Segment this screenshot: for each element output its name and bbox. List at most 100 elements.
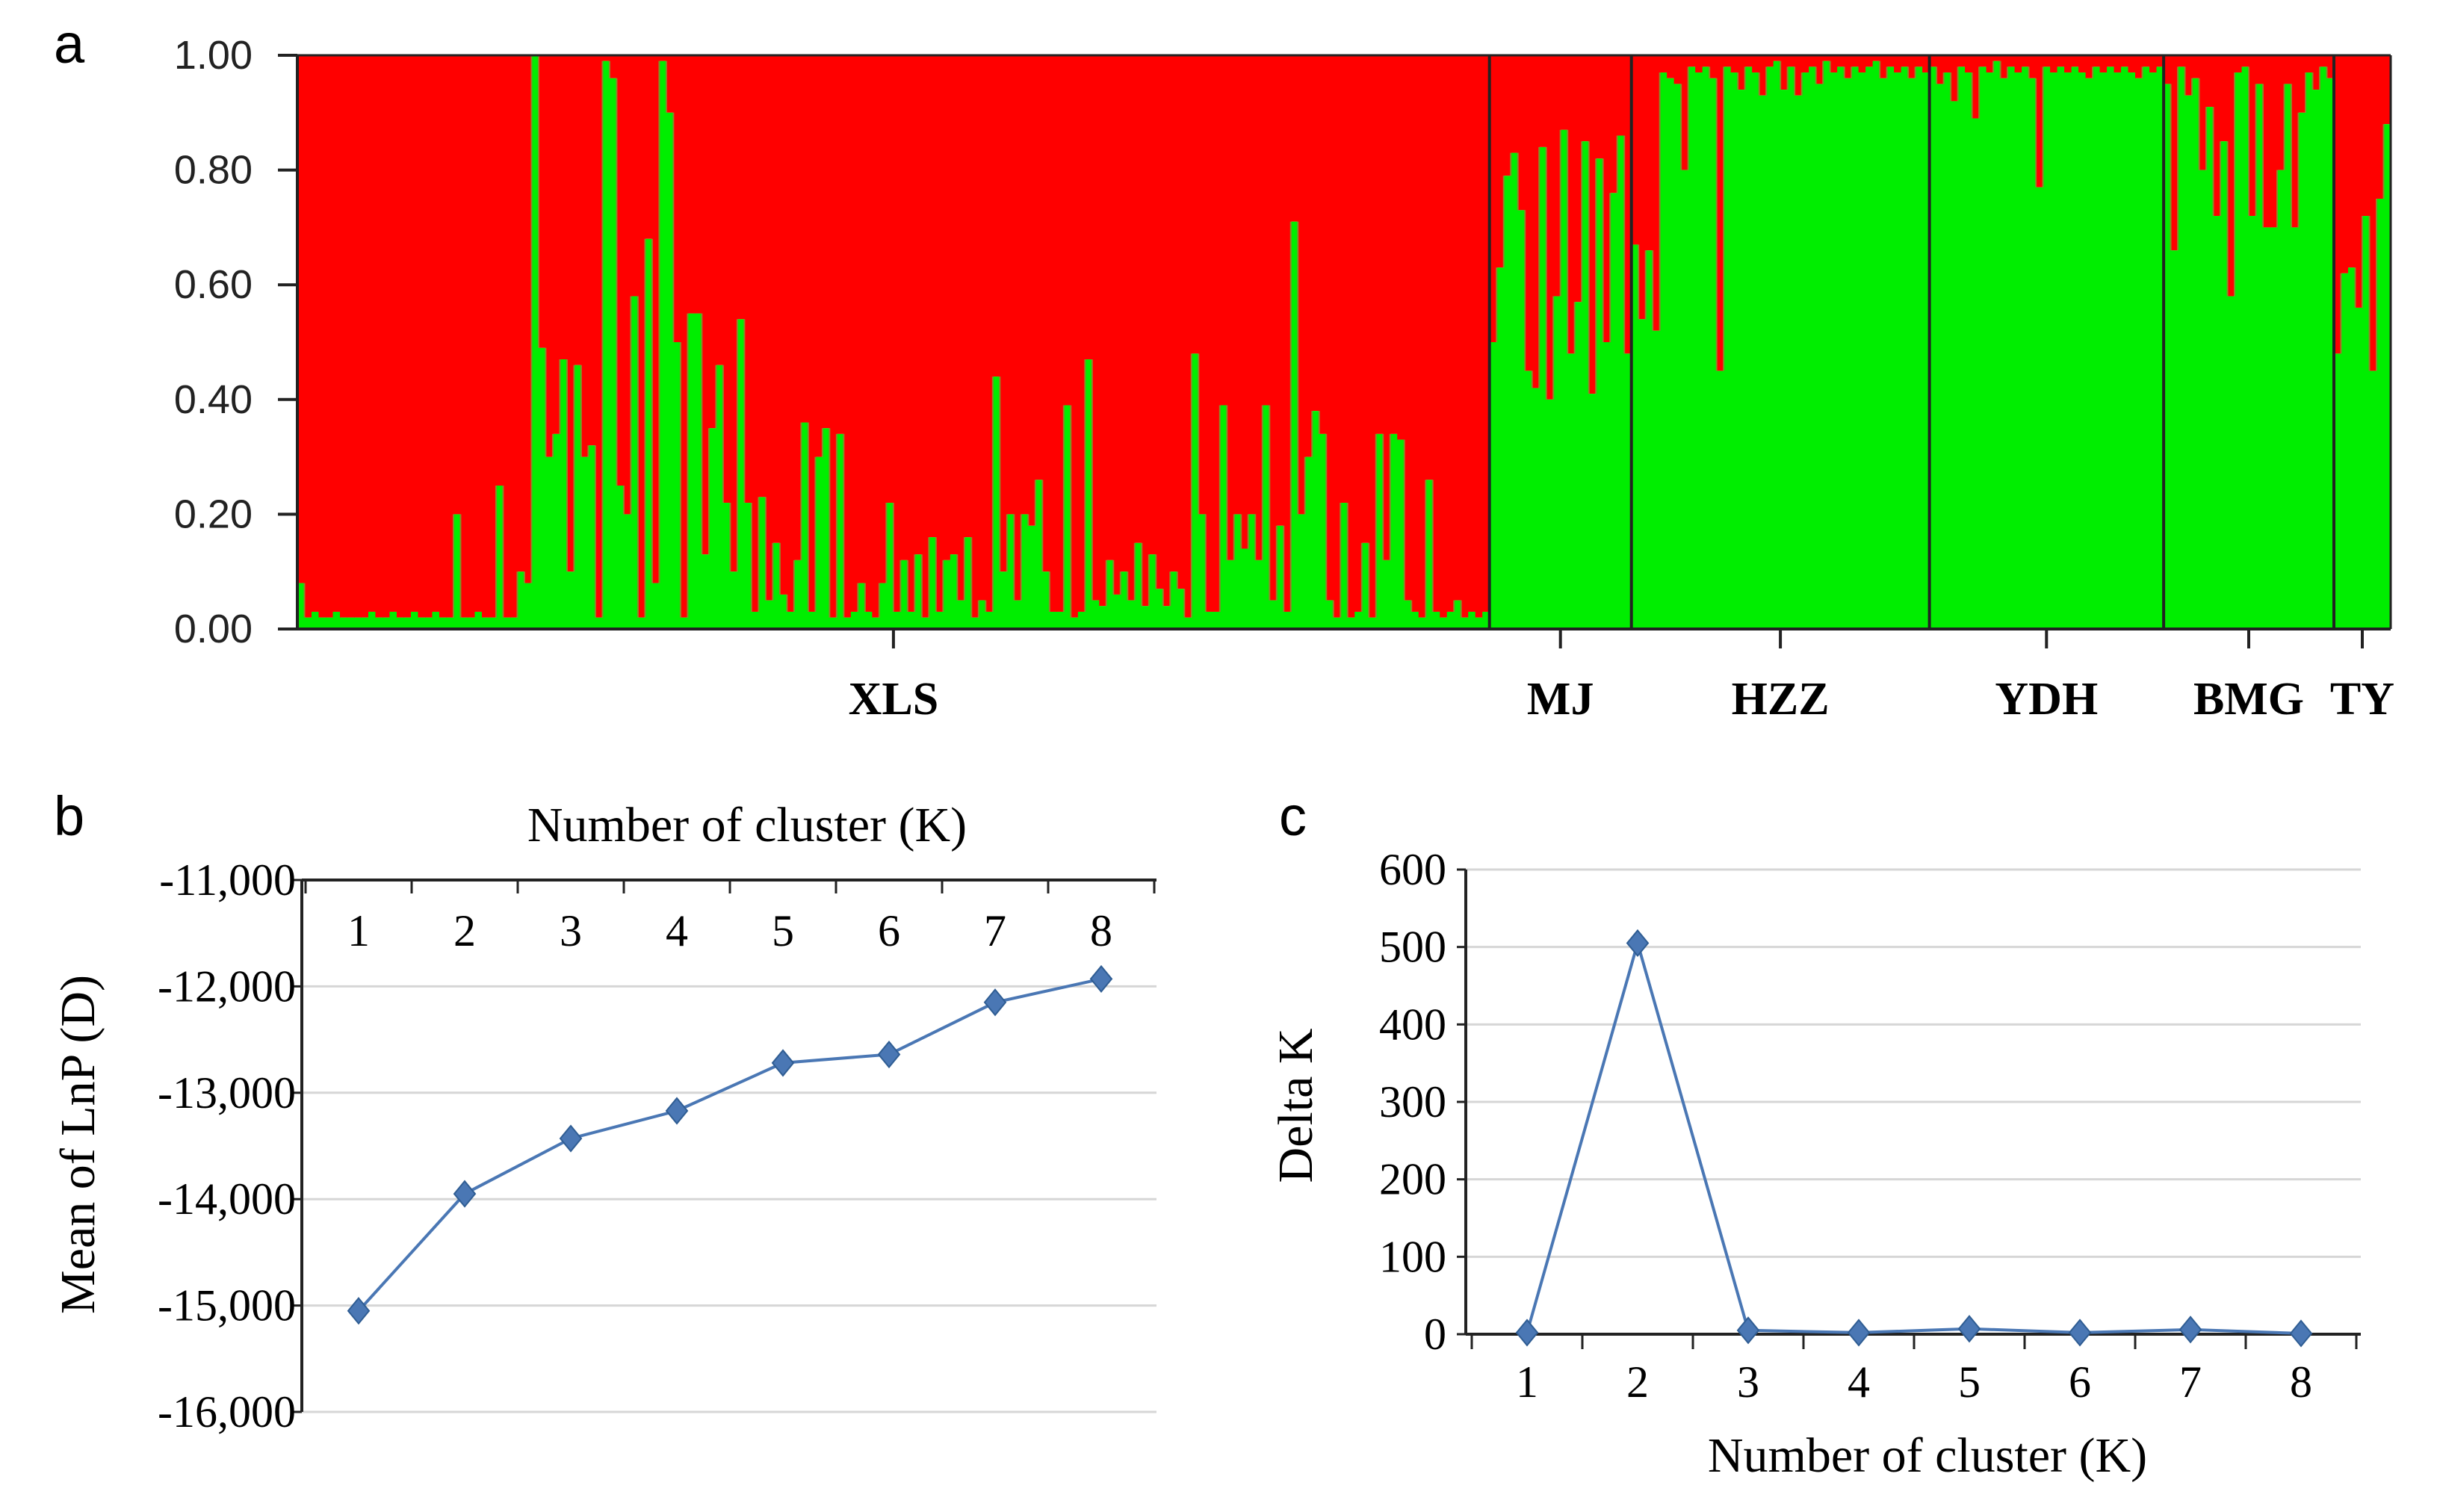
admixture-bar-cluster1 (2241, 55, 2249, 67)
admixture-bar-cluster1 (1411, 55, 1419, 612)
admixture-bar-cluster1 (439, 55, 448, 618)
admixture-bar-cluster1 (1653, 55, 1661, 331)
admixture-bar-cluster1 (552, 55, 561, 434)
admixture-bar-cluster2 (2249, 216, 2257, 629)
c-y-tick-label: 100 (1379, 1232, 1446, 1281)
admixture-bar-cluster2 (2164, 84, 2172, 629)
admixture-bar-cluster1 (864, 55, 873, 612)
admixture-bar-cluster1 (1461, 55, 1469, 618)
lnp-gridlines (302, 879, 1156, 1413)
admixture-bar-cluster1 (1241, 55, 1249, 549)
deltak-series-points (1515, 929, 2313, 1348)
admixture-bar-cluster1 (1688, 55, 1696, 67)
admixture-bar-cluster1 (1837, 55, 1845, 67)
admixture-bar-cluster2 (1461, 617, 1469, 629)
admixture-bar-cluster1 (2184, 55, 2193, 96)
admixture-bar-cluster2 (850, 611, 858, 629)
admixture-bar-cluster1 (1795, 55, 1803, 96)
admixture-bar-cluster2 (1063, 405, 1071, 629)
admixture-bar-cluster2 (793, 560, 802, 629)
admixture-bar-cluster1 (2014, 55, 2022, 73)
admixture-bar-cluster2 (1227, 560, 1235, 629)
admixture-bar-cluster2 (2227, 296, 2235, 629)
admixture-bar-cluster1 (2142, 55, 2150, 67)
admixture-bar-cluster2 (1886, 66, 1895, 630)
admixture-bar-cluster2 (2093, 66, 2101, 630)
admixture-bar-cluster2 (602, 61, 610, 630)
admixture-bar-cluster1 (1596, 55, 1604, 159)
admixture-bar-cluster1 (1525, 55, 1533, 371)
admixture-bar-cluster2 (943, 560, 951, 629)
admixture-bar-cluster2 (2291, 227, 2300, 629)
admixture-bar-cluster1 (1354, 55, 1363, 612)
admixture-bar-cluster1 (935, 55, 944, 612)
c-data-point (1957, 1315, 1981, 1343)
admixture-bar-cluster1 (737, 55, 745, 320)
admixture-bar-cluster2 (1156, 589, 1164, 629)
b-x-tick-label: 3 (560, 906, 582, 955)
b-data-point (559, 1124, 583, 1153)
admixture-bar-cluster1 (1532, 55, 1540, 388)
admixture-bar-cluster1 (943, 55, 951, 560)
deltak-line-chart: Number of cluster (K) Delta K 0 100 200 300… (1269, 845, 2361, 1483)
admixture-bar-cluster2 (623, 514, 632, 629)
admixture-bar-cluster1 (1744, 55, 1753, 67)
admixture-bar-cluster2 (1780, 90, 1789, 629)
admixture-bar-cluster2 (1028, 525, 1036, 629)
admixture-bar-cluster1 (566, 55, 575, 572)
admixture-bar-cluster2 (1496, 267, 1505, 629)
admixture-bar-cluster1 (1610, 55, 1618, 193)
admixture-bar-cluster2 (1454, 600, 1462, 629)
admixture-bar-cluster1 (2320, 55, 2328, 67)
c-y-tick-label: 200 (1379, 1155, 1446, 1204)
admixture-bar-cluster1 (886, 55, 894, 504)
admixture-bar-cluster2 (2383, 124, 2391, 629)
admixture-bar-cluster2 (1681, 170, 1689, 630)
admixture-bar-cluster1 (574, 55, 582, 365)
admixture-bar-cluster2 (879, 583, 887, 629)
admixture-bar-cluster1 (900, 55, 908, 560)
admixture-bar-cluster2 (651, 583, 660, 629)
admixture-bar-cluster1 (730, 55, 738, 572)
admixture-bar-cluster1 (325, 55, 334, 618)
admixture-bar-cluster2 (900, 560, 908, 629)
admixture-bar-cluster2 (815, 456, 823, 629)
admixture-bar-cluster1 (460, 55, 468, 618)
admixture-bar-cluster2 (489, 617, 497, 629)
population-label: TY (2330, 674, 2394, 725)
admixture-bar-cluster2 (368, 611, 377, 629)
admixture-y-tick-label: 0.80 (174, 148, 253, 193)
admixture-bar-cluster2 (588, 445, 596, 629)
admixture-bar-cluster1 (602, 55, 610, 61)
admixture-bar-cluster1 (382, 55, 391, 618)
admixture-bar-cluster2 (1702, 66, 1710, 630)
admixture-bar-plot: 0.00 0.20 0.40 0.60 0.80 1.00 XLS MJ HZZ YDH BMG T… (174, 33, 2394, 725)
admixture-y-tick-label: 0.40 (174, 377, 253, 422)
admixture-bar-cluster1 (1546, 55, 1554, 400)
admixture-bar-cluster2 (1241, 548, 1249, 629)
admixture-bar-cluster2 (1795, 95, 1803, 629)
lnp-axes: -16,000 -15,000 -14,000 -13,000 -12,000 -11,0… (158, 855, 1156, 1437)
admixture-bar-cluster2 (1801, 72, 1809, 630)
admixture-bar-cluster2 (843, 617, 852, 629)
admixture-bar-cluster2 (1049, 611, 1057, 629)
admixture-bar-cluster1 (1865, 55, 1874, 67)
b-data-point (983, 988, 1007, 1017)
admixture-bar-cluster1 (1156, 55, 1164, 589)
admixture-bar-cluster1 (1582, 55, 1590, 142)
admixture-bar-cluster1 (1880, 55, 1888, 78)
admixture-bar-cluster1 (637, 55, 646, 618)
admixture-bar-cluster1 (1184, 55, 1192, 618)
admixture-bar-cluster2 (2022, 66, 2030, 630)
admixture-bar-cluster2 (1142, 606, 1150, 629)
admixture-bar-cluster1 (2057, 55, 2065, 67)
admixture-bar-cluster1 (1269, 55, 1278, 601)
admixture-bar-cluster1 (2369, 55, 2377, 371)
admixture-bar-cluster2 (2170, 250, 2179, 629)
admixture-bar-cluster2 (297, 583, 306, 629)
admixture-bar-cluster2 (1205, 611, 1213, 629)
admixture-bar-cluster1 (1468, 55, 1476, 612)
admixture-bar-cluster2 (1021, 514, 1029, 629)
admixture-bar-cluster1 (375, 55, 383, 618)
lnp-chart-xlabel: Number of cluster (K) (527, 798, 967, 852)
